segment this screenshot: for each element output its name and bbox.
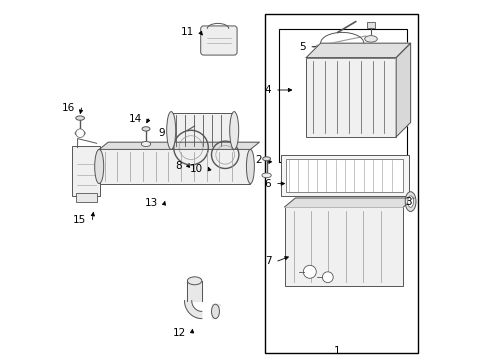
Ellipse shape bbox=[246, 149, 254, 184]
Polygon shape bbox=[285, 198, 414, 207]
Bar bbox=[281, 155, 409, 196]
Text: 16: 16 bbox=[62, 103, 75, 113]
Text: 3: 3 bbox=[405, 197, 411, 207]
Ellipse shape bbox=[187, 277, 202, 285]
Ellipse shape bbox=[95, 149, 104, 184]
Ellipse shape bbox=[230, 112, 239, 149]
Bar bbox=[99, 149, 250, 184]
Text: 8: 8 bbox=[175, 161, 182, 171]
Polygon shape bbox=[185, 301, 202, 319]
Text: 10: 10 bbox=[190, 164, 202, 174]
Text: 11: 11 bbox=[181, 27, 194, 37]
Ellipse shape bbox=[75, 131, 85, 136]
Polygon shape bbox=[212, 304, 220, 319]
Ellipse shape bbox=[141, 141, 151, 147]
Circle shape bbox=[76, 129, 84, 138]
Polygon shape bbox=[396, 43, 411, 137]
Ellipse shape bbox=[76, 116, 84, 120]
Text: 7: 7 bbox=[265, 256, 271, 266]
Bar bbox=[279, 29, 407, 162]
Text: 12: 12 bbox=[172, 328, 186, 338]
Ellipse shape bbox=[262, 173, 271, 177]
Text: 5: 5 bbox=[299, 42, 305, 52]
Bar bbox=[367, 22, 375, 28]
Text: 6: 6 bbox=[265, 179, 271, 189]
Ellipse shape bbox=[408, 196, 414, 207]
Ellipse shape bbox=[142, 127, 150, 131]
Bar bbox=[265, 14, 418, 353]
Text: 1: 1 bbox=[334, 346, 341, 356]
FancyBboxPatch shape bbox=[72, 146, 100, 196]
Polygon shape bbox=[99, 142, 259, 149]
Bar bbox=[76, 193, 97, 202]
Ellipse shape bbox=[212, 304, 220, 319]
Ellipse shape bbox=[405, 192, 416, 211]
Circle shape bbox=[303, 265, 316, 278]
Text: 2: 2 bbox=[256, 155, 262, 165]
Bar bbox=[306, 58, 396, 137]
Text: 14: 14 bbox=[129, 114, 143, 124]
Ellipse shape bbox=[263, 157, 270, 161]
Text: 15: 15 bbox=[73, 215, 86, 225]
Text: 13: 13 bbox=[145, 198, 158, 208]
Bar bbox=[286, 159, 403, 192]
Circle shape bbox=[322, 272, 333, 283]
Polygon shape bbox=[187, 281, 202, 301]
Ellipse shape bbox=[167, 112, 176, 149]
Polygon shape bbox=[306, 43, 411, 58]
Ellipse shape bbox=[365, 36, 377, 42]
FancyBboxPatch shape bbox=[201, 26, 237, 55]
Bar bbox=[171, 113, 234, 148]
Bar bbox=[285, 207, 403, 286]
Text: 9: 9 bbox=[158, 128, 165, 138]
Text: 4: 4 bbox=[265, 85, 271, 95]
